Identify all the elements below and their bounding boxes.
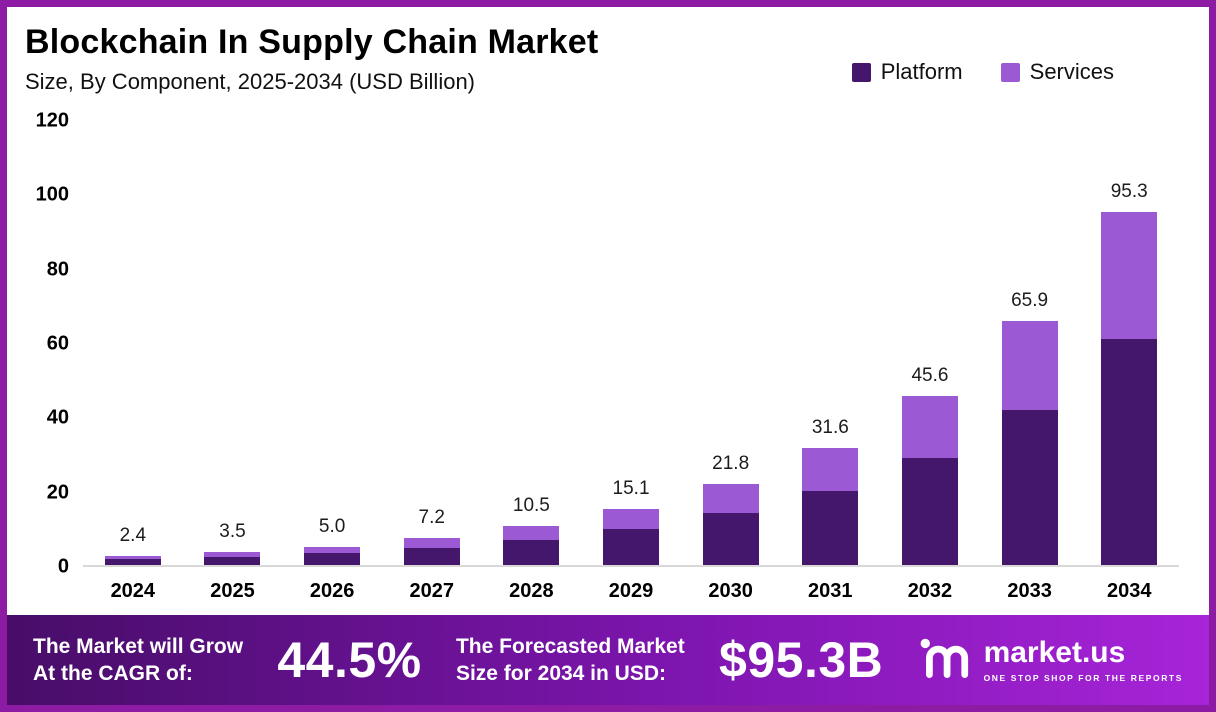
- services-segment: [204, 552, 261, 557]
- bar-group: 3.5: [183, 121, 283, 565]
- marketus-logo-icon: [918, 633, 972, 688]
- bar-group: 21.8: [681, 121, 781, 565]
- cagr-label-line1: The Market will Grow: [33, 634, 244, 658]
- services-segment: [702, 484, 759, 514]
- bar-group: 2.4: [83, 121, 183, 565]
- forecast-label: The Forecasted Market Size for 2034 in U…: [456, 633, 685, 688]
- x-axis-label: 2032: [907, 579, 953, 602]
- bar-total-label: 10.5: [512, 495, 550, 517]
- platform-segment: [702, 513, 759, 565]
- platform-segment: [503, 539, 560, 565]
- bar-group: 5.0: [282, 121, 382, 565]
- platform-segment: [1001, 409, 1058, 565]
- cagr-value: 44.5%: [277, 632, 422, 688]
- brand-text: market.us ONE STOP SHOP FOR THE REPORTS: [983, 635, 1183, 683]
- x-axis-label: 2028: [509, 579, 554, 602]
- forecast-label-line1: The Forecasted Market: [455, 634, 685, 658]
- chart-area: 0 20 40 60 80 100 120 2.4 3.5 5.0 7.2 10.5 15.1 21.8…: [7, 95, 1209, 578]
- y-tick-label: 80: [46, 258, 69, 281]
- platform-segment: [901, 457, 958, 565]
- cagr-label-line2: At the CAGR of:: [33, 662, 193, 685]
- bar-total-label: 45.6: [911, 365, 949, 387]
- x-axis-label: 2034: [1106, 579, 1152, 602]
- services-segment: [1101, 212, 1158, 340]
- x-axis: 2024 2025 2026 2027 2028 2029 2030 2031 2032 2033…: [7, 567, 1209, 615]
- platform-segment: [603, 529, 660, 565]
- legend: Platform Services: [851, 59, 1114, 85]
- platform-segment: [1101, 339, 1158, 565]
- chart-title: Blockchain In Supply Chain Market: [25, 23, 599, 61]
- bar-group: 95.3: [1079, 121, 1179, 565]
- chart-header: Blockchain In Supply Chain Market Size, …: [7, 7, 1209, 95]
- services-segment: [1001, 321, 1058, 410]
- cagr-label: The Market will Grow At the CAGR of:: [33, 633, 243, 688]
- services-segment: [104, 556, 161, 560]
- brand-block: market.us ONE STOP SHOP FOR THE REPORTS: [918, 633, 1183, 688]
- legend-label-services: Services: [1029, 59, 1114, 84]
- services-segment: [503, 526, 560, 540]
- brand-name: market.us: [983, 635, 1126, 669]
- services-segment: [802, 448, 859, 492]
- bar-group: 7.2: [382, 121, 482, 565]
- brand-tagline: ONE STOP SHOP FOR THE REPORTS: [983, 672, 1183, 683]
- bar-total-label: 5.0: [318, 515, 346, 537]
- bar-total-label: 2.4: [119, 525, 147, 547]
- bar-group: 10.5: [482, 121, 582, 565]
- bars: 2.4 3.5 5.0 7.2 10.5 15.1 21.8 31.6 45.6 65.9 95.3: [83, 121, 1179, 565]
- bar-total-label: 21.8: [712, 453, 750, 475]
- y-tick-label: 40: [46, 406, 69, 429]
- legend-item-platform: Platform: [851, 59, 963, 85]
- bar-group: 45.6: [880, 121, 980, 565]
- x-axis-label: 2031: [808, 579, 853, 602]
- services-segment: [403, 538, 460, 548]
- forecast-value: $95.3B: [719, 632, 884, 688]
- bar-total-label: 7.2: [418, 507, 445, 529]
- bar-total-label: 3.5: [219, 521, 246, 543]
- bar-total-label: 65.9: [1011, 290, 1049, 312]
- services-segment: [304, 546, 361, 553]
- y-tick-label: 120: [35, 109, 69, 132]
- platform-segment: [802, 491, 859, 565]
- footer-banner: The Market will Grow At the CAGR of: 44.…: [7, 615, 1209, 705]
- x-axis-label: 2030: [708, 579, 753, 602]
- x-axis-label: 2033: [1007, 579, 1052, 602]
- x-axis-label: 2026: [309, 579, 355, 602]
- services-swatch-icon: [1000, 62, 1020, 82]
- bar-group: 65.9: [980, 121, 1080, 565]
- y-axis: 0 20 40 60 80 100 120: [21, 110, 83, 578]
- platform-segment: [104, 559, 161, 565]
- y-tick-label: 20: [46, 481, 69, 504]
- y-tick-label: 100: [35, 183, 69, 206]
- x-axis-label: 2025: [210, 579, 255, 602]
- platform-swatch-icon: [851, 62, 871, 82]
- x-axis-label: 2029: [608, 579, 654, 602]
- x-axis-label: 2024: [110, 579, 156, 602]
- services-segment: [901, 396, 958, 458]
- forecast-label-line2: Size for 2034 in USD:: [455, 662, 667, 685]
- bar-total-label: 31.6: [811, 417, 849, 439]
- services-segment: [603, 509, 660, 530]
- bar-group: 31.6: [780, 121, 880, 565]
- plot-area: 2.4 3.5 5.0 7.2 10.5 15.1 21.8 31.6 45.6 65.9 95.3: [83, 121, 1179, 567]
- platform-segment: [304, 552, 361, 565]
- y-tick-label: 0: [57, 555, 69, 578]
- platform-segment: [204, 556, 261, 565]
- legend-label-platform: Platform: [880, 59, 963, 84]
- bar-total-label: 15.1: [612, 478, 650, 500]
- bar-group: 15.1: [581, 121, 681, 565]
- legend-item-services: Services: [1000, 59, 1114, 85]
- chart-subtitle: Size, By Component, 2025-2034 (USD Billi…: [25, 69, 476, 94]
- bar-total-label: 95.3: [1110, 181, 1148, 203]
- y-tick-label: 60: [46, 332, 69, 355]
- platform-segment: [403, 547, 460, 565]
- x-axis-label: 2027: [409, 579, 454, 602]
